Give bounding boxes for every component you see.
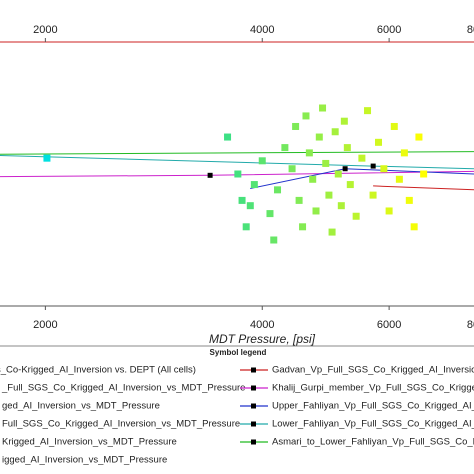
legend-marker <box>251 403 256 409</box>
legend-marker <box>251 421 256 427</box>
legend-label: s_Co-Krigged_AI_Inversion vs. DEPT (All … <box>0 365 196 376</box>
legend-label: Krigged_AI_Inversion_vs_MDT_Pressure <box>2 437 177 448</box>
series-line <box>373 185 474 191</box>
x-tick-label: 8000 <box>467 319 474 331</box>
point <box>352 212 360 220</box>
point <box>390 122 398 130</box>
point <box>385 207 393 215</box>
point <box>328 228 336 236</box>
x-tick-label: 2000 <box>33 319 57 331</box>
point <box>410 223 418 231</box>
point <box>288 165 296 173</box>
point <box>43 154 51 162</box>
series-marker <box>370 163 376 169</box>
point <box>405 196 413 204</box>
point <box>334 170 342 178</box>
point <box>369 191 377 199</box>
point <box>364 107 372 115</box>
point <box>305 149 313 157</box>
point <box>309 175 317 183</box>
legend-label: Upper_Fahliyan_Vp_Full_SGS_Co_Krigged_AI… <box>272 401 474 412</box>
point <box>266 210 274 218</box>
point <box>234 170 242 178</box>
point <box>238 196 246 204</box>
point <box>415 133 423 141</box>
point <box>337 202 345 210</box>
point <box>295 196 303 204</box>
point <box>358 154 366 162</box>
point <box>322 159 330 167</box>
point <box>346 181 354 189</box>
point <box>281 144 289 152</box>
x-tick-label-top: 2000 <box>33 24 57 36</box>
point <box>292 122 300 130</box>
legend-label: _Full_SGS_Co_Krigged_AI_Inversion_vs_MDT… <box>1 383 245 394</box>
point <box>343 144 351 152</box>
x-tick-label: 6000 <box>377 319 401 331</box>
point <box>395 175 403 183</box>
point <box>242 223 250 231</box>
point <box>400 149 408 157</box>
point <box>420 170 428 178</box>
point <box>319 104 327 112</box>
legend-label: Gadvan_Vp_Full_SGS_Co_Krigged_AI_Inversi… <box>272 365 474 376</box>
point <box>274 186 282 194</box>
point <box>299 223 307 231</box>
point <box>270 236 278 244</box>
point <box>315 133 323 141</box>
point <box>340 117 348 125</box>
series-line <box>0 151 474 155</box>
legend-title: Symbol legend <box>210 348 267 357</box>
legend-label: igged_AI_Inversion_vs_MDT_Pressure <box>2 455 167 466</box>
x-tick-label: 4000 <box>250 319 274 331</box>
point <box>250 181 258 189</box>
point <box>375 138 383 146</box>
legend-marker <box>251 439 256 445</box>
x-tick-label-top: 6000 <box>377 24 401 36</box>
legend-label: Asmari_to_Lower_Fahliyan_Vp_Full_SGS_Co_… <box>272 437 474 448</box>
series-marker <box>207 172 213 178</box>
point <box>258 157 266 165</box>
legend-label: Lower_Fahliyan_Vp_Full_SGS_Co_Krigged_AI… <box>272 419 474 430</box>
legend-label: Full_SGS_Co_Krigged_AI_Inversion_vs_MDT_… <box>2 419 240 430</box>
legend-marker <box>251 385 256 391</box>
point <box>331 128 339 136</box>
point <box>312 207 320 215</box>
x-tick-label-top: 8000 <box>467 24 474 36</box>
x-tick-label-top: 4000 <box>250 24 274 36</box>
point <box>380 165 388 173</box>
x-axis-label: MDT Pressure, [psi] <box>209 332 316 346</box>
legend-label: ged_AI_Inversion_vs_MDT_Pressure <box>2 401 160 412</box>
legend-marker <box>251 367 256 373</box>
series-marker <box>342 166 348 172</box>
point <box>224 133 232 141</box>
point <box>325 191 333 199</box>
point <box>302 112 310 120</box>
legend-label: Khalij_Gurpi_member_Vp_Full_SGS_Co_Krigg… <box>272 383 474 394</box>
point <box>246 202 254 210</box>
